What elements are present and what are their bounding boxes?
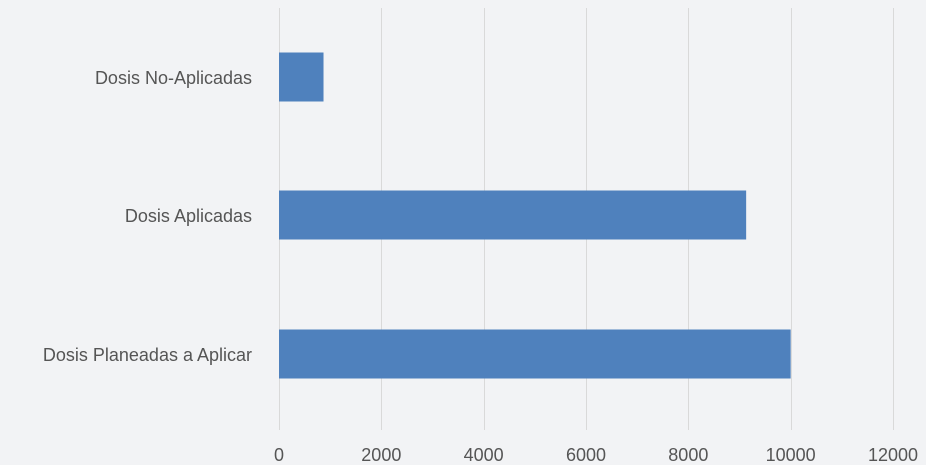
x-axis-tick-labels: 0 2000 4000 6000 8000 10000 12000 [274, 445, 918, 465]
bar-dosis-aplicadas [279, 190, 747, 240]
bar-dosis-planeadas-a-aplicar [279, 329, 791, 379]
x-tick-label-12000: 12000 [868, 445, 918, 465]
category-label-dosis-aplicadas: Dosis Aplicadas [125, 206, 252, 226]
x-tick-label-2000: 2000 [361, 445, 401, 465]
x-tick-label-0: 0 [274, 445, 284, 465]
x-tick-label-10000: 10000 [766, 445, 816, 465]
bar-dosis-no-aplicadas [279, 52, 324, 102]
x-tick-label-8000: 8000 [668, 445, 708, 465]
x-tick-label-6000: 6000 [566, 445, 606, 465]
x-tick-label-4000: 4000 [464, 445, 504, 465]
category-labels: Dosis No-Aplicadas Dosis Aplicadas Dosis P… [43, 68, 252, 365]
category-label-dosis-no-aplicadas: Dosis No-Aplicadas [95, 68, 252, 88]
bars [279, 52, 791, 379]
category-label-dosis-planeadas-a-aplicar: Dosis Planeadas a Aplicar [43, 345, 252, 365]
